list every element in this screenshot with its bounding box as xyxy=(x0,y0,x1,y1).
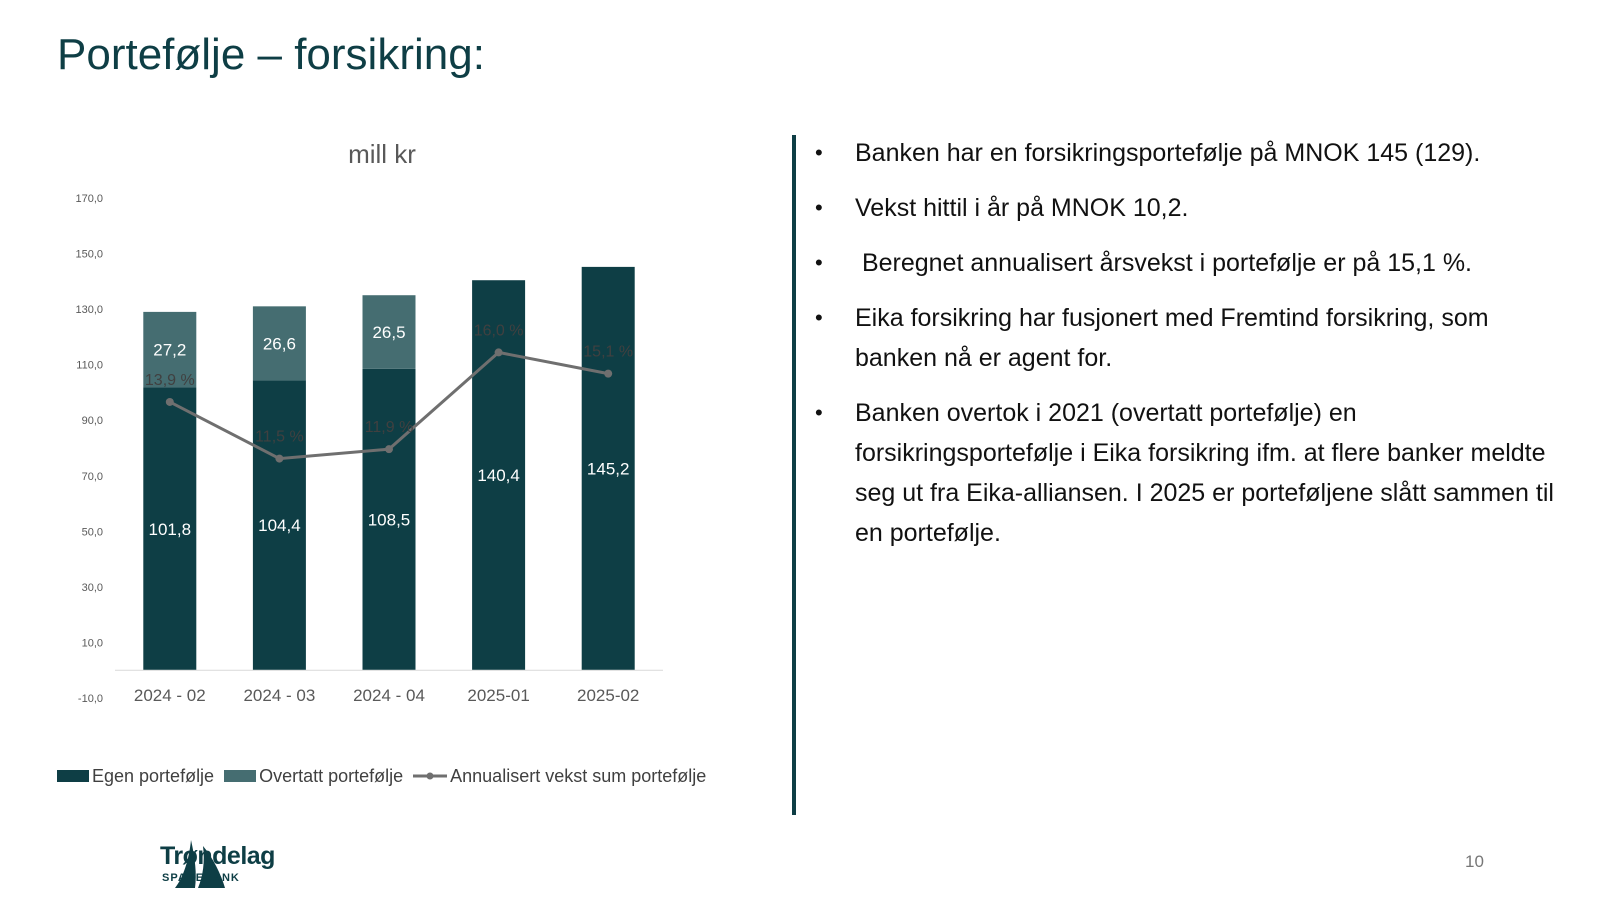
bar-label-overtatt: 27,2 xyxy=(153,341,186,360)
bullet-dot: • xyxy=(815,250,823,275)
x-axis: 2024 - 02 2024 - 03 2024 - 04 2025-01 2025-0… xyxy=(115,669,663,705)
bar-label-overtatt: 26,5 xyxy=(372,323,405,342)
legend-label-growth: Annualisert vekst sum portefølje xyxy=(450,765,707,786)
y-tick-label: 50,0 xyxy=(82,526,103,538)
column-divider xyxy=(792,135,796,815)
growth-line-group: 13,9 % 11,5 % 11,9 % 16,0 % 15,1 % xyxy=(145,322,633,463)
sail-logo-icon xyxy=(175,840,225,888)
y-tick-label: 90,0 xyxy=(82,415,103,427)
bullet-dot: • xyxy=(815,305,823,330)
growth-label: 15,1 % xyxy=(583,344,633,361)
bar-label-egen: 140,4 xyxy=(477,466,520,485)
logo-name: Trøndelag xyxy=(160,842,275,870)
x-tick-label: 2025-01 xyxy=(467,686,529,705)
y-tick-label: 110,0 xyxy=(76,360,103,372)
bar-label-egen: 101,8 xyxy=(149,520,192,539)
bar-overtatt xyxy=(362,295,416,369)
page-number: 10 xyxy=(1465,852,1484,871)
bar-egen xyxy=(252,380,306,671)
y-tick-label: 70,0 xyxy=(82,471,103,483)
legend-swatch-overtatt xyxy=(224,770,257,782)
bullet-item: • Banken har en forsikringsportefølje på … xyxy=(815,133,1565,173)
growth-label: 11,5 % xyxy=(255,429,304,446)
growth-point xyxy=(275,454,284,463)
chart-legend: Egen portefølje Overtatt portefølje Annu… xyxy=(57,764,716,788)
growth-label: 11,9 % xyxy=(365,419,414,436)
growth-label: 16,0 % xyxy=(474,322,524,339)
bar-overtatt xyxy=(252,306,306,381)
bar-label-egen: 108,5 xyxy=(368,511,411,530)
x-tick-label: 2025-02 xyxy=(577,686,639,705)
x-tick-label: 2024 - 04 xyxy=(353,686,425,705)
bar-egen xyxy=(362,368,416,671)
y-tick-label: 150,0 xyxy=(75,249,103,261)
legend-label-egen: Egen portefølje xyxy=(92,765,215,786)
growth-label: 13,9 % xyxy=(145,372,195,389)
logo-subtitle: SPAREBANK xyxy=(162,872,240,884)
bullet-list: • Banken har en forsikringsportefølje på … xyxy=(815,133,1565,568)
bullet-dot: • xyxy=(815,195,823,220)
bar-egen xyxy=(143,387,197,671)
bullet-item: • Eika forsikring har fusjonert med Fremt… xyxy=(815,298,1565,378)
legend-swatch-growth xyxy=(413,772,448,780)
slide-title: Portefølje – forsikring: xyxy=(57,30,485,79)
bar-label-overtatt: 26,6 xyxy=(263,334,296,353)
bar-egen xyxy=(581,266,635,671)
bullet-dot: • xyxy=(815,140,823,165)
y-tick-label: 30,0 xyxy=(82,582,103,594)
legend-item-egen: Egen portefølje xyxy=(57,766,214,787)
y-tick-label: 10,0 xyxy=(82,637,103,649)
bar-overtatt xyxy=(143,311,197,388)
legend-swatch-egen xyxy=(57,770,89,782)
legend-item-growth: Annualisert vekst sum portefølje xyxy=(413,766,706,787)
bullet-text: Eika forsikring har fusjonert med Fremti… xyxy=(855,304,1489,372)
growth-point xyxy=(494,348,503,357)
bullet-item: • Banken overtok i 2021 (overtatt portefø… xyxy=(815,393,1565,553)
growth-point xyxy=(385,445,393,454)
growth-point xyxy=(165,397,174,406)
y-tick-label: -10,0 xyxy=(78,693,103,705)
x-tick-label: 2024 - 02 xyxy=(134,686,206,705)
bullet-dot: • xyxy=(815,400,823,425)
y-tick-label: 130,0 xyxy=(75,304,103,316)
bullet-item: • Beregnet annualisert årsvekst i portef… xyxy=(815,243,1565,283)
chart-title: mill kr xyxy=(348,139,416,169)
bars-group: 101,8 27,2 104,4 26,6 108,5 26,5 140,4 145,2 xyxy=(143,266,635,671)
growth-point xyxy=(604,369,613,378)
x-tick-label: 2024 - 03 xyxy=(243,686,315,705)
bar-label-egen: 104,4 xyxy=(258,516,301,535)
y-axis: -10,0 10,0 30,0 50,0 70,0 90,0 110,0 130,0 150,0… xyxy=(75,193,103,705)
legend-label-overtatt: Overtatt portefølje xyxy=(259,765,404,786)
y-tick-label: 170,0 xyxy=(75,193,103,205)
bullet-text: Banken har en forsikringsportefølje på M… xyxy=(855,139,1481,167)
bullet-text: Beregnet annualisert årsvekst i porteføl… xyxy=(855,249,1472,277)
bullet-item: • Vekst hittil i år på MNOK 10,2. xyxy=(815,188,1565,228)
bar-egen xyxy=(472,280,526,671)
legend-item-overtatt: Overtatt portefølje xyxy=(224,766,403,787)
bullet-text: Banken overtok i 2021 (overtatt porteføl… xyxy=(855,399,1554,547)
bullet-text: Vekst hittil i år på MNOK 10,2. xyxy=(855,194,1189,222)
portfolio-chart: mill kr -10,0 10,0 30,0 50,0 70,0 90,0 110,0 13… xyxy=(75,139,663,705)
bar-label-egen: 145,2 xyxy=(587,460,630,479)
